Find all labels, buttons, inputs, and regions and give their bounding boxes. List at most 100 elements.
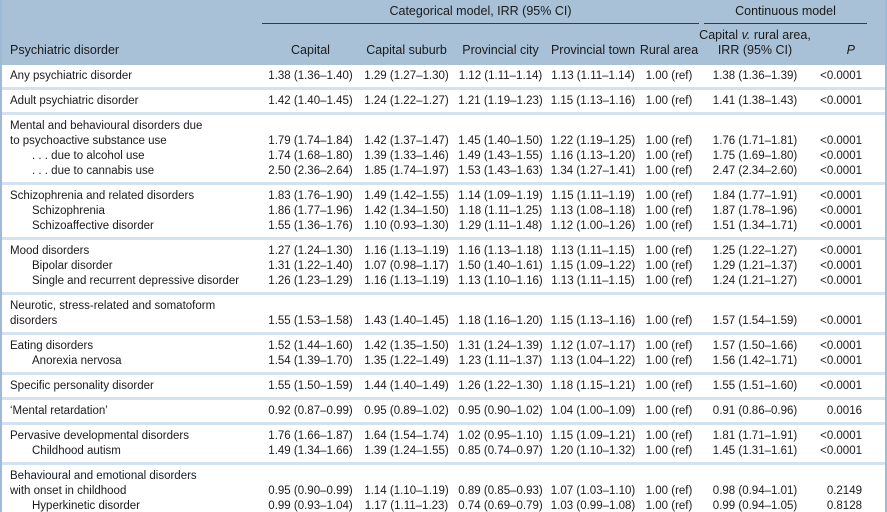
provincial-town-irr: 1.22 (1.19–1.25) (550, 134, 636, 147)
capital-suburb-irr: 1.64 (1.54–1.74) (364, 429, 449, 442)
disorder-label: . . . due to cannabis use (32, 164, 155, 177)
provincial-town-irr: 1.15 (1.13–1.16) (550, 314, 636, 327)
provincial-city-irr: 1.18 (1.16–1.20) (458, 314, 543, 327)
continuous-model-irr: 1.76 (1.71–1.81) (712, 134, 798, 147)
header-span-continuous-model: Continuous model (704, 4, 867, 24)
table-row: Schizoaffective disorder 1.55 (1.36–1.76)… (2, 219, 885, 234)
provincial-town-irr: 1.04 (1.00–1.09) (550, 404, 636, 417)
capital-suburb-irr: 1.44 (1.40–1.49) (364, 379, 449, 392)
provincial-city-irr: 1.16 (1.13–1.18) (458, 244, 543, 257)
provincial-city-irr: 0.85 (0.74–0.97) (458, 444, 543, 457)
continuous-model-irr: 1.57 (1.50–1.66) (712, 339, 798, 352)
capital-suburb-irr: 1.17 (1.11–1.23) (364, 499, 449, 512)
continuous-model-irr: 1.81 (1.71–1.91) (712, 429, 798, 442)
rural-area-ref: 1.00 (ref) (645, 354, 693, 367)
p-value: <0.0001 (820, 204, 862, 217)
table-row: . . . due to alcohol use 1.74 (1.68–1.80)… (2, 149, 885, 164)
p-value: 0.0016 (826, 404, 862, 417)
disorder-group: ‘Mental retardation’ 0.92 (0.87–0.99) 0.95… (2, 400, 885, 425)
provincial-city-irr: 1.13 (1.10–1.16) (458, 274, 543, 287)
p-value: <0.0001 (820, 429, 862, 442)
capital-irr: 1.86 (1.77–1.96) (268, 204, 353, 217)
rural-area-ref: 1.00 (ref) (645, 94, 693, 107)
continuous-model-irr: 1.75 (1.69–1.80) (712, 149, 798, 162)
continuous-model-irr: 1.29 (1.21–1.37) (712, 259, 798, 272)
rural-area-ref: 1.00 (ref) (645, 499, 693, 512)
capital-suburb-irr: 1.35 (1.22–1.49) (364, 354, 449, 367)
column-header-provincial-city: Provincial city (462, 43, 539, 57)
provincial-town-irr: 1.13 (1.11–1.15) (551, 244, 635, 257)
column-header-capital-v-rural: Capital v. rural area, IRR (95% CI) (699, 28, 811, 58)
disorder-label: Childhood autism (32, 444, 121, 457)
disorder-label: Anorexia nervosa (32, 354, 122, 367)
disorder-label: Schizophrenia and related disorders (10, 189, 195, 202)
provincial-city-irr: 1.21 (1.19–1.23) (458, 94, 543, 107)
table-row: Mental and behavioural disorders due to … (2, 119, 885, 149)
disorder-label: Mental and behavioural disorders due to … (10, 119, 203, 147)
rural-area-ref: 1.00 (ref) (645, 134, 693, 147)
capital-irr: 1.27 (1.24–1.30) (268, 244, 353, 257)
table-row: Childhood autism 1.49 (1.34–1.66) 1.39 (1.… (2, 444, 885, 459)
capital-suburb-irr: 1.43 (1.40–1.45) (364, 314, 449, 327)
rural-area-ref: 1.00 (ref) (645, 404, 693, 417)
capital-suburb-irr: 1.42 (1.35–1.50) (364, 339, 449, 352)
p-value: 0.8128 (826, 499, 862, 512)
column-header-capital-suburb: Capital suburb (366, 43, 447, 57)
capital-suburb-irr: 1.49 (1.42–1.55) (364, 189, 449, 202)
capital-v-rural-v: v. (741, 28, 751, 42)
capital-irr: 1.52 (1.44–1.60) (268, 339, 353, 352)
p-value: 0.2149 (826, 484, 862, 497)
continuous-model-irr: 1.41 (1.38–1.43) (712, 94, 798, 107)
continuous-model-irr: 0.98 (0.94–1.01) (712, 484, 798, 497)
disorder-label: Eating disorders (10, 339, 94, 352)
p-value: <0.0001 (820, 134, 862, 147)
column-header-rural-area: Rural area (639, 43, 699, 57)
rural-area-ref: 1.00 (ref) (645, 244, 693, 257)
disorder-group: Behavioural and emotional disorders with… (2, 465, 885, 512)
capital-irr: 1.74 (1.68–1.80) (268, 149, 353, 162)
capital-suburb-irr: 1.14 (1.10–1.19) (364, 484, 449, 497)
rural-area-ref: 1.00 (ref) (645, 219, 693, 232)
table-row: Anorexia nervosa 1.54 (1.39–1.70) 1.35 (1.… (2, 354, 885, 369)
header-span-categorical-model: Categorical model, IRR (95% CI) (262, 4, 699, 24)
capital-irr: 1.55 (1.36–1.76) (268, 219, 353, 232)
provincial-town-irr: 1.34 (1.27–1.41) (550, 164, 636, 177)
p-value: <0.0001 (820, 259, 862, 272)
provincial-city-irr: 1.18 (1.11–1.25) (458, 204, 543, 217)
table-row: Pervasive developmental disorders 1.76 (1… (2, 429, 885, 444)
disorder-label: Adult psychiatric disorder (10, 94, 139, 107)
header-column-row: Psychiatric disorder Capital Capital sub… (2, 24, 885, 65)
capital-irr: 1.42 (1.40–1.45) (268, 94, 353, 107)
table-row: Hyperkinetic disorder 0.99 (0.93–1.04) 1.1… (2, 499, 885, 512)
disorder-label: Neurotic, stress-related and somatoform … (10, 299, 216, 327)
capital-suburb-irr: 1.10 (0.93–1.30) (364, 219, 449, 232)
capital-suburb-irr: 0.95 (0.89–1.02) (364, 404, 449, 417)
table-row: Any psychiatric disorder 1.38 (1.36–1.40)… (2, 69, 885, 84)
header-span-spacer (2, 4, 262, 24)
capital-suburb-irr: 1.24 (1.22–1.27) (364, 94, 449, 107)
capital-irr: 0.99 (0.93–1.04) (268, 499, 353, 512)
table-row: ‘Mental retardation’ 0.92 (0.87–0.99) 0.95… (2, 404, 885, 419)
provincial-city-irr: 1.45 (1.40–1.50) (458, 134, 543, 147)
disorder-label: Hyperkinetic disorder (32, 499, 141, 512)
provincial-city-irr: 1.12 (1.11–1.14) (458, 69, 543, 82)
provincial-city-irr: 1.29 (1.11–1.48) (458, 219, 543, 232)
provincial-city-irr: 1.31 (1.24–1.39) (458, 339, 543, 352)
disorder-label: Bipolar disorder (32, 259, 113, 272)
rural-area-ref: 1.00 (ref) (645, 164, 693, 177)
disorder-label: . . . due to alcohol use (32, 149, 145, 162)
continuous-model-irr: 1.24 (1.21–1.27) (712, 274, 798, 287)
rural-area-ref: 1.00 (ref) (645, 189, 693, 202)
table-row: Adult psychiatric disorder 1.42 (1.40–1.4… (2, 94, 885, 109)
capital-irr: 1.26 (1.23–1.29) (268, 274, 353, 287)
capital-irr: 1.54 (1.39–1.70) (268, 354, 353, 367)
capital-suburb-irr: 1.42 (1.37–1.47) (364, 134, 449, 147)
p-value: <0.0001 (820, 94, 862, 107)
p-value: <0.0001 (820, 274, 862, 287)
provincial-city-irr: 1.23 (1.11–1.37) (458, 354, 543, 367)
capital-suburb-irr: 1.39 (1.33–1.46) (364, 149, 449, 162)
table-row: Eating disorders 1.52 (1.44–1.60) 1.42 (1.… (2, 339, 885, 354)
disorder-group: Pervasive developmental disorders 1.76 (1… (2, 425, 885, 465)
column-header-p-value: P (846, 43, 855, 57)
